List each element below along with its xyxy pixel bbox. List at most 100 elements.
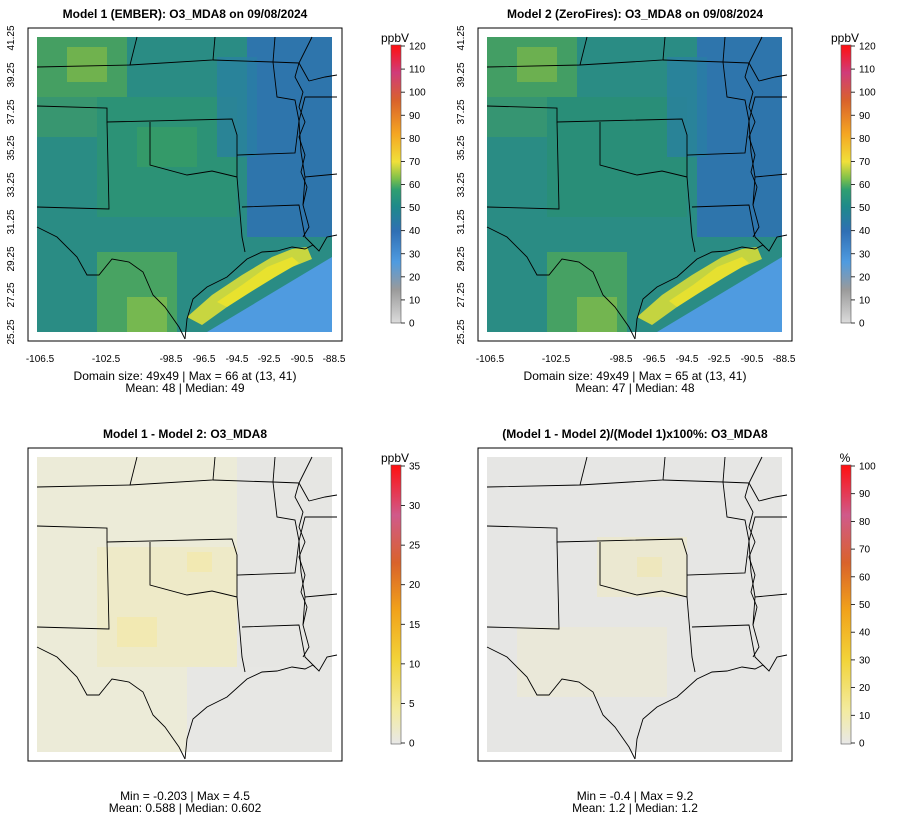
y-tick-label: 35.25	[6, 135, 17, 160]
colorbar-tick-label: 80	[859, 517, 871, 528]
y-tick-label: 31.25	[456, 209, 467, 234]
colorbar-tick-label: 120	[859, 42, 876, 53]
x-tick-label: -98.5	[160, 354, 183, 365]
y-tick-label: 41.25	[456, 25, 467, 50]
colorbar-model2: ppbV 0 10 20 30 40 50 60 70 80 90 100 110 120	[831, 31, 876, 330]
x-tick-label: -102.5	[542, 354, 571, 365]
colorbar-tick-label: 90	[409, 111, 421, 122]
x-tick-label: -102.5	[92, 354, 121, 365]
x-tick-label: -92.5	[258, 354, 281, 365]
colorbar-tick-label: 40	[859, 226, 871, 237]
colorbar-pct: % 0 10 20 30 40 50 60 70 80 90 100	[840, 451, 876, 750]
colorbar-tick-label: 0	[409, 319, 415, 330]
y-axis-model2: 25.25 27.25 29.25 31.25 33.25 35.25 37.2…	[456, 25, 467, 344]
colorbar-tick-label: 100	[859, 462, 876, 473]
colorbar-tick-label: 0	[409, 739, 415, 750]
colorbar-tick-label: 70	[859, 157, 871, 168]
colorbar-tick-label: 5	[409, 699, 415, 710]
y-tick-label: 29.25	[6, 246, 17, 271]
plot-frame-model1	[27, 27, 343, 342]
plot-frame-model2	[477, 27, 793, 342]
heatmap-pct	[486, 456, 788, 760]
x-tick-label: -90.5	[741, 354, 764, 365]
colorbar-tick-label: 15	[409, 620, 421, 631]
x-tick-label: -88.5	[323, 354, 346, 365]
colorbar-tick-label: 50	[859, 203, 871, 214]
heatmap-model1	[36, 36, 338, 340]
plot-frame-pct	[477, 447, 793, 762]
colorbar-tick-label: 0	[859, 739, 865, 750]
panel-title-model2: Model 2 (ZeroFires): O3_MDA8 on 09/08/20…	[507, 7, 763, 21]
colorbar-tick-label: 10	[409, 659, 421, 670]
colorbar-diff: ppbV 0 5 10 15 20 25 30 35	[381, 451, 421, 750]
colorbar-tick-label: 70	[859, 545, 871, 556]
y-tick-label: 37.25	[456, 99, 467, 124]
heatmap-diff	[36, 456, 338, 760]
panel-model2: Model 2 (ZeroFires): O3_MDA8 on 09/08/20…	[456, 7, 876, 395]
colorbar-tick-label: 20	[409, 272, 421, 283]
stats-line2-model1: Mean: 48 | Median: 49	[125, 381, 245, 395]
y-tick-label: 37.25	[6, 99, 17, 124]
y-tick-label: 27.25	[6, 282, 17, 307]
colorbar-tick-label: 60	[409, 180, 421, 191]
colorbar-tick-label: 60	[859, 572, 871, 583]
colorbar-tick-label: 40	[409, 226, 421, 237]
x-tick-label: -106.5	[476, 354, 505, 365]
colorbar-tick-label: 80	[859, 134, 871, 145]
colorbar-tick-label: 30	[859, 249, 871, 260]
x-tick-label: -94.5	[676, 354, 699, 365]
stats-line2-pct: Mean: 1.2 | Median: 1.2	[572, 801, 698, 815]
panel-title-diff: Model 1 - Model 2: O3_MDA8	[103, 427, 267, 441]
y-tick-label: 41.25	[6, 25, 17, 50]
panel-diff: Model 1 - Model 2: O3_MDA8 Min = -0.203 …	[27, 427, 421, 815]
y-tick-label: 27.25	[456, 282, 467, 307]
x-tick-label: -96.5	[193, 354, 216, 365]
colorbar-tick-label: 50	[409, 203, 421, 214]
heatmap-model2	[486, 36, 788, 340]
x-tick-label: -92.5	[708, 354, 731, 365]
colorbar-tick-label: 0	[859, 319, 865, 330]
y-tick-label: 35.25	[456, 135, 467, 160]
colorbar-tick-label: 30	[859, 655, 871, 666]
colorbar-tick-label: 90	[859, 489, 871, 500]
colorbar-tick-label: 100	[409, 88, 426, 99]
panel-title-pct: (Model 1 - Model 2)/(Model 1)x100%: O3_M…	[502, 427, 768, 441]
y-tick-label: 31.25	[6, 209, 17, 234]
x-axis-model2: -106.5 -102.5 -98.5 -96.5 -94.5 -92.5 -9…	[476, 354, 796, 365]
colorbar-tick-label: 20	[859, 272, 871, 283]
y-tick-label: 39.25	[6, 62, 17, 87]
colorbar-tick-label: 70	[409, 157, 421, 168]
stats-line1-model2: Domain size: 49x49 | Max = 65 at (13, 41…	[524, 369, 747, 383]
colorbar-tick-label: 30	[409, 501, 421, 512]
colorbar-unit-label: %	[840, 451, 851, 465]
x-tick-label: -98.5	[610, 354, 633, 365]
colorbar-model1: ppbV 0 10 20 30 40 50 60 70 80 90 100 110 120	[381, 31, 426, 330]
y-tick-label: 25.25	[456, 319, 467, 344]
x-tick-label: -106.5	[26, 354, 55, 365]
x-axis-model1: -106.5 -102.5 -98.5 -96.5 -94.5 -92.5 -9…	[26, 354, 346, 365]
colorbar-tick-label: 20	[409, 580, 421, 591]
colorbar-tick-label: 110	[409, 65, 425, 76]
colorbar-tick-label: 90	[859, 111, 871, 122]
colorbar-unit-label: ppbV	[831, 31, 859, 45]
y-axis-model1: 25.25 27.25 29.25 31.25 33.25 35.25 37.2…	[6, 25, 17, 344]
y-tick-label: 33.25	[456, 172, 467, 197]
colorbar-tick-label: 100	[859, 88, 876, 99]
stats-line1-model1: Domain size: 49x49 | Max = 66 at (13, 41…	[74, 369, 297, 383]
y-tick-label: 33.25	[6, 172, 17, 197]
colorbar-tick-label: 10	[409, 295, 421, 306]
colorbar-tick-label: 60	[859, 180, 871, 191]
colorbar-unit-label: ppbV	[381, 31, 409, 45]
panel-pct: (Model 1 - Model 2)/(Model 1)x100%: O3_M…	[477, 427, 876, 815]
colorbar-tick-label: 20	[859, 683, 871, 694]
colorbar-unit-label: ppbV	[381, 451, 409, 465]
y-tick-label: 29.25	[456, 246, 467, 271]
colorbar-tick-label: 40	[859, 628, 871, 639]
y-tick-label: 25.25	[6, 319, 17, 344]
colorbar-tick-label: 10	[859, 711, 871, 722]
stats-line1-pct: Min = -0.4 | Max = 9.2	[577, 789, 694, 803]
panel-model1: Model 1 (EMBER): O3_MDA8 on 09/08/2024	[6, 7, 426, 395]
colorbar-tick-label: 25	[409, 541, 421, 552]
colorbar-tick-label: 35	[409, 462, 421, 473]
colorbar-tick-label: 50	[859, 600, 871, 611]
